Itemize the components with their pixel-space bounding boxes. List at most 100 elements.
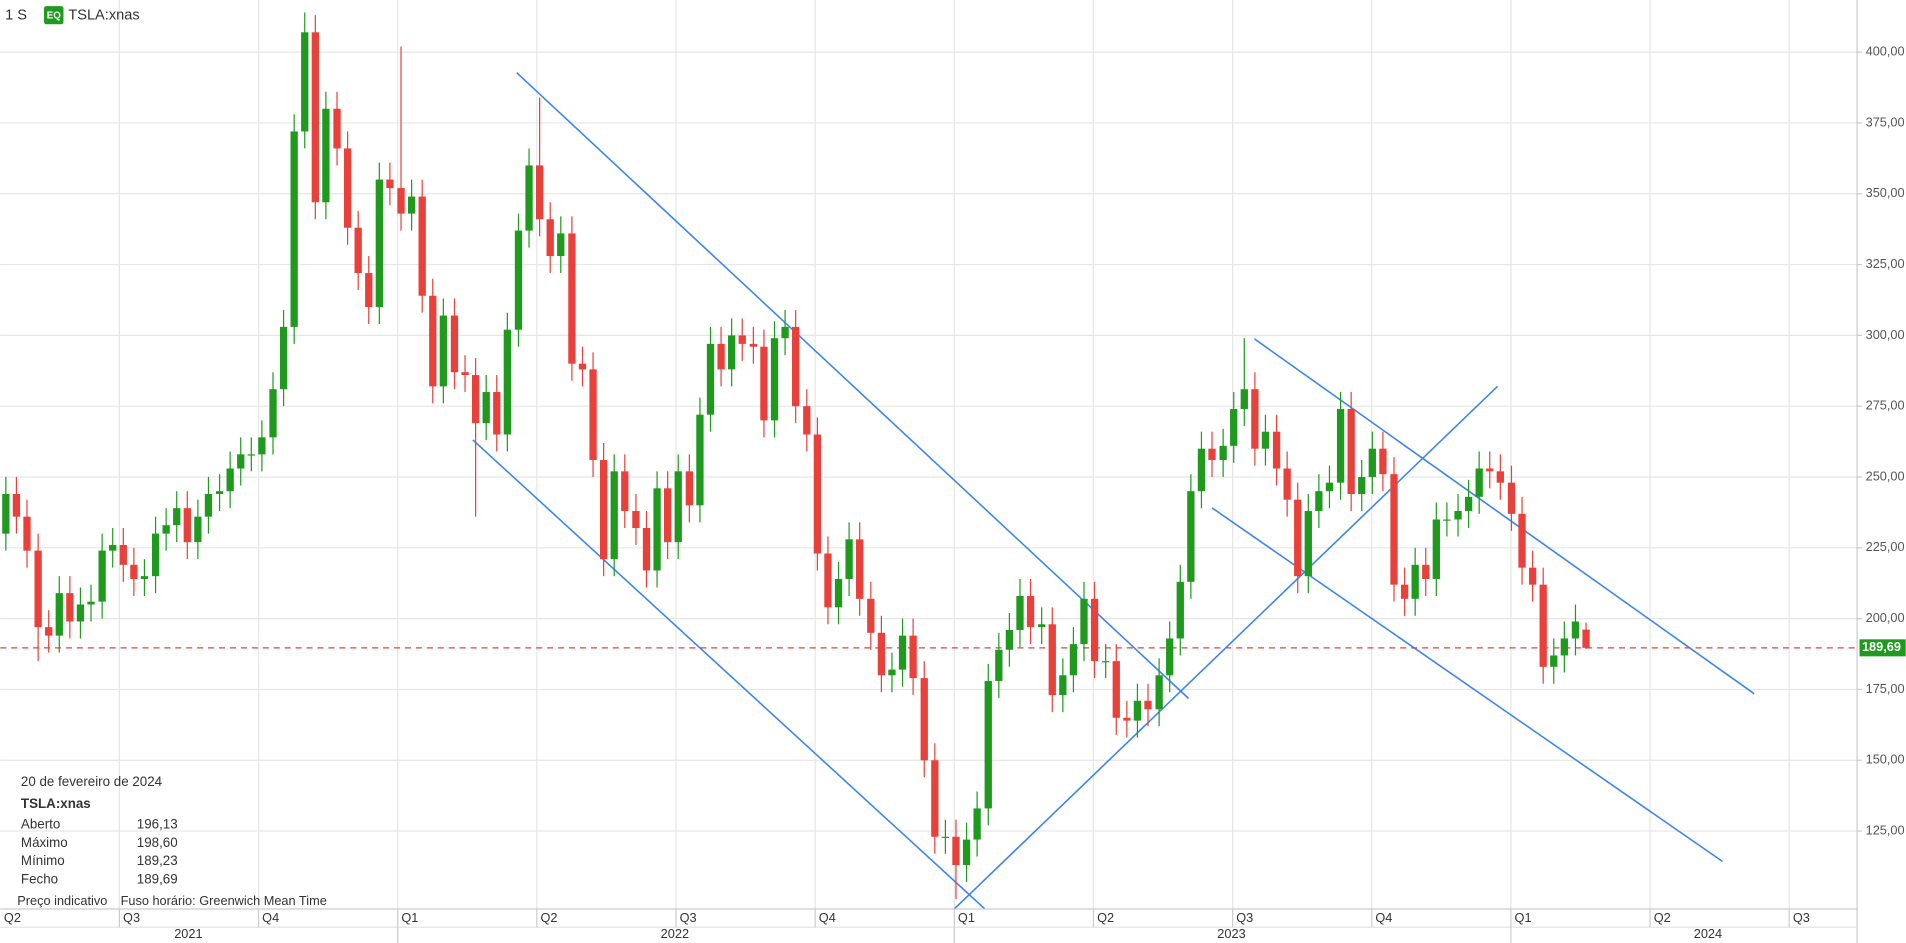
- last-price-badge: [1859, 639, 1906, 657]
- candle-body: [1080, 598, 1088, 645]
- info-footer: Fuso horário: Greenwich Mean Time: [121, 893, 327, 908]
- candle-body: [1251, 389, 1259, 449]
- candle-body: [610, 471, 618, 560]
- x-tick-label: Q4: [262, 910, 279, 925]
- candle-body: [237, 454, 245, 469]
- candle-body: [824, 553, 832, 608]
- candle-body: [1219, 445, 1227, 461]
- x-tick-label: Q3: [123, 910, 140, 925]
- y-tick-label: 400,00: [1866, 43, 1905, 58]
- candle-body: [226, 468, 234, 492]
- candle-body: [1454, 510, 1462, 520]
- candle-body: [792, 326, 800, 407]
- candle-body: [66, 593, 74, 622]
- candle-body: [888, 669, 896, 676]
- candle-body: [952, 836, 960, 866]
- candle-body: [867, 598, 875, 633]
- candle-body: [109, 544, 117, 551]
- candle-body: [642, 527, 651, 571]
- candle-body: [439, 315, 447, 387]
- y-tick-label: 275,00: [1866, 398, 1905, 413]
- candle-body: [898, 635, 907, 670]
- x-tick-label: Q3: [680, 910, 697, 925]
- candle-body: [973, 808, 981, 840]
- candle-body: [407, 196, 416, 214]
- candle-body: [1090, 598, 1099, 662]
- candle-body: [546, 219, 554, 257]
- candle-body: [151, 533, 160, 577]
- info-value: 189,23: [137, 853, 178, 868]
- info-label: Mínimo: [21, 853, 65, 868]
- year-label: 2021: [174, 926, 202, 941]
- year-label: 2024: [1694, 926, 1722, 941]
- candle-body: [1358, 477, 1366, 495]
- y-tick-label: 225,00: [1866, 539, 1905, 554]
- candle-body: [1016, 595, 1024, 630]
- candle-body: [1144, 700, 1152, 710]
- candle-body: [770, 338, 779, 421]
- candle-body: [183, 508, 191, 543]
- candle-body: [45, 627, 53, 636]
- candle-body: [461, 372, 469, 376]
- info-footer: Preço indicativo: [17, 893, 107, 908]
- candle-body: [1155, 675, 1163, 710]
- x-tick-label: Q4: [1375, 910, 1392, 925]
- candle-body: [1422, 564, 1430, 579]
- candle-body: [1560, 638, 1568, 656]
- candle-body: [984, 680, 992, 809]
- grid: [0, 0, 1858, 909]
- x-tick-label: Q1: [1515, 910, 1532, 925]
- trendline: [472, 439, 986, 909]
- candle-body: [941, 836, 950, 838]
- candle-body: [1528, 567, 1537, 585]
- symbol[interactable]: TSLA:xnas: [68, 8, 139, 24]
- candle-body: [1411, 564, 1419, 599]
- candle-body: [397, 188, 405, 214]
- candle-body: [76, 604, 85, 622]
- candle-body: [738, 335, 746, 344]
- candle-body: [1304, 510, 1312, 577]
- candle-body: [279, 326, 288, 390]
- candle-body: [568, 233, 576, 364]
- candle-body: [1059, 675, 1067, 696]
- candle-body: [557, 233, 565, 257]
- candle-body: [87, 601, 95, 605]
- candle-body: [1390, 474, 1398, 585]
- candle-body: [333, 108, 341, 149]
- candle-body: [1112, 661, 1120, 718]
- y-tick-label: 150,00: [1866, 752, 1905, 767]
- candle-body: [1123, 717, 1131, 721]
- x-tick-label: Q1: [958, 910, 975, 925]
- candle-body: [322, 108, 330, 203]
- candle-body: [535, 165, 544, 220]
- candle-body: [1464, 496, 1473, 511]
- candle-body: [1005, 629, 1014, 650]
- candle-body: [247, 454, 255, 456]
- candle-body: [1347, 409, 1355, 495]
- trendline: [1253, 338, 1755, 695]
- candle-body: [685, 471, 694, 506]
- candle-body: [429, 295, 437, 387]
- y-tick-label: 325,00: [1866, 256, 1905, 271]
- interval[interactable]: 1 S: [5, 8, 27, 24]
- candle-body: [877, 632, 886, 676]
- candles: [0, 12, 1858, 900]
- x-tick-label: Q2: [1654, 910, 1671, 925]
- info-label: Máximo: [21, 835, 68, 850]
- x-tick-label: Q2: [540, 910, 557, 925]
- y-tick-label: 300,00: [1866, 327, 1905, 342]
- candle-body: [1336, 409, 1345, 483]
- info-box: 20 de fevereiro de 2024 TSLA:xnas Preço …: [17, 774, 327, 908]
- candle-body: [931, 760, 939, 837]
- candle-body: [525, 165, 533, 231]
- candle-body: [1539, 584, 1547, 667]
- candle-body: [909, 635, 917, 679]
- candle-body: [760, 346, 768, 421]
- candle-body: [204, 494, 213, 517]
- y-tick-label: 350,00: [1866, 185, 1905, 200]
- candle-body: [1432, 519, 1440, 579]
- candle-body: [98, 550, 106, 602]
- candle-body: [215, 491, 224, 495]
- labels: 125,00 150,00 175,00 200,00 225,00 250,00 275,…: [4, 43, 1906, 943]
- info-label: Aberto: [21, 817, 60, 832]
